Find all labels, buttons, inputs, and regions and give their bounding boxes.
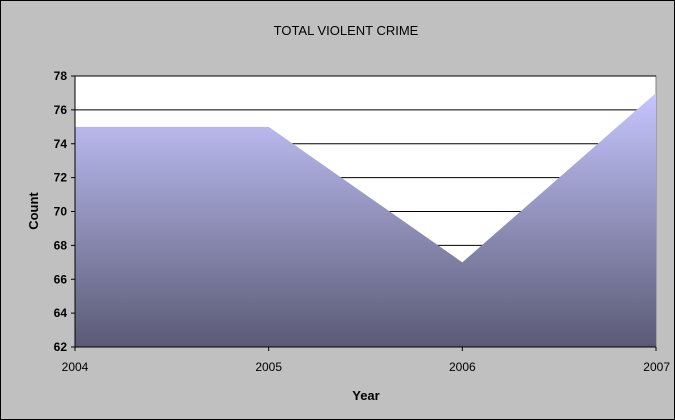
- x-tick-label-2005: 2005: [255, 360, 282, 374]
- y-tick-label-72: 72: [54, 171, 68, 185]
- y-tick-label-66: 66: [54, 272, 68, 286]
- x-tick-label-2004: 2004: [62, 360, 89, 374]
- chart-title: TOTAL VIOLENT CRIME: [274, 23, 419, 38]
- series-area: [75, 92, 656, 347]
- x-axis-label: Year: [352, 388, 379, 403]
- y-tick-label-62: 62: [54, 340, 68, 354]
- y-tick-label-74: 74: [54, 137, 68, 151]
- y-tick-label-64: 64: [54, 306, 68, 320]
- y-axis-label: Count: [26, 192, 41, 230]
- x-tick-label-2006: 2006: [449, 360, 476, 374]
- y-axis-ticks: 62 64 66 68 70 72 74 76 78: [54, 69, 75, 354]
- y-tick-label-78: 78: [54, 69, 68, 83]
- x-axis-ticks: 2004 2005 2006 2007: [62, 347, 670, 374]
- y-tick-label-68: 68: [54, 238, 68, 252]
- x-tick-label-2007: 2007: [643, 360, 670, 374]
- area-series-0: [75, 92, 656, 347]
- y-tick-label-76: 76: [54, 103, 68, 117]
- y-tick-label-70: 70: [54, 205, 68, 219]
